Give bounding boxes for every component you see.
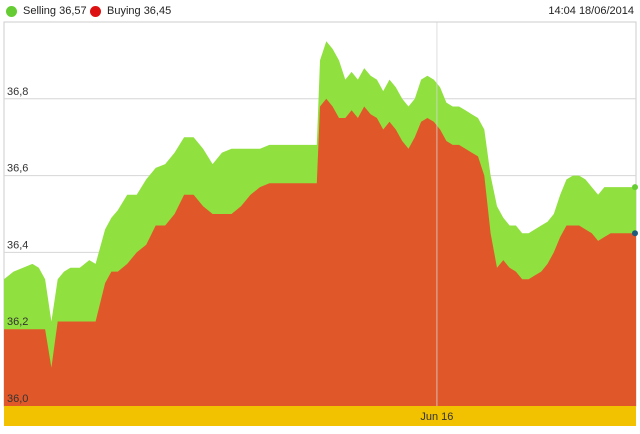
- x-tick-label: Jun 16: [420, 411, 453, 423]
- y-tick-label: 36,6: [7, 163, 28, 175]
- x-tick-labels: Jun 16: [420, 411, 453, 423]
- y-tick-label: 36,2: [7, 316, 28, 328]
- y-tick-label: 36,0: [7, 393, 28, 405]
- buying-legend-label: Buying 36,45: [107, 5, 172, 17]
- y-tick-labels: 36,0 36,2 36,4 36,6 36,8: [7, 86, 28, 405]
- timestamp: 14:04 18/06/2014: [548, 5, 634, 17]
- chart-header: Selling 36,57 Buying 36,45 14:04 18/06/2…: [0, 0, 640, 22]
- selling-legend-label: Selling 36,57: [23, 5, 87, 17]
- time-axis-band: [4, 406, 636, 426]
- buying-area: [4, 98, 636, 407]
- selling-endpoint-marker: [632, 184, 638, 191]
- y-tick-label: 36,8: [7, 86, 28, 98]
- buying-legend-dot: [90, 5, 101, 17]
- legend-item-selling[interactable]: Selling 36,57: [6, 3, 87, 19]
- selling-legend-dot: [6, 5, 17, 17]
- buying-endpoint-marker: [632, 230, 638, 237]
- y-tick-label: 36,4: [7, 239, 28, 251]
- legend-item-buying[interactable]: Buying 36,45: [90, 3, 171, 19]
